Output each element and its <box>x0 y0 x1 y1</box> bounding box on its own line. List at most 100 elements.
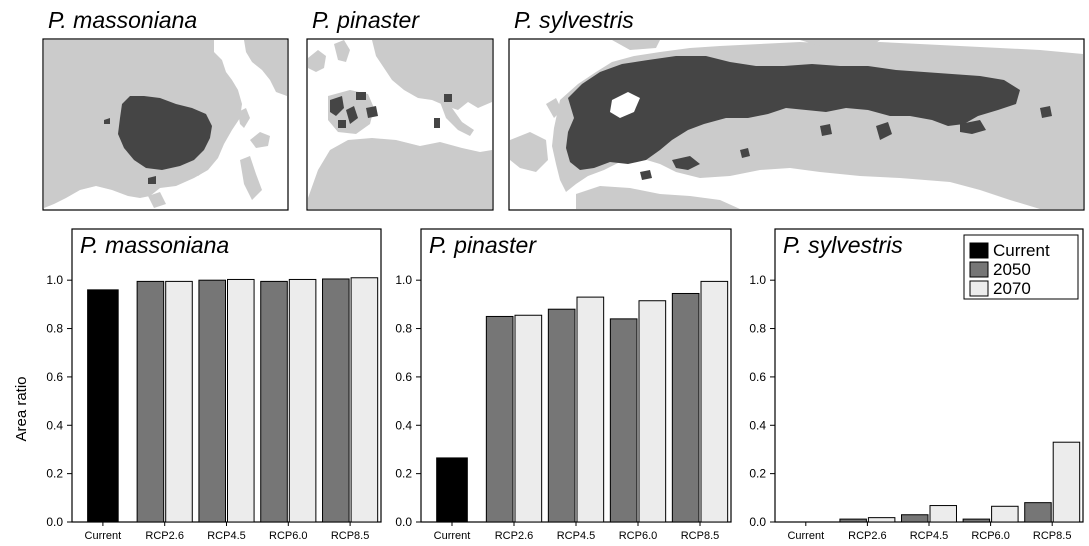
legend-swatch <box>969 280 989 297</box>
y-tick-label: 0.2 <box>46 467 63 481</box>
bar-2070 <box>576 296 605 523</box>
bar-2050 <box>609 318 638 523</box>
y-tick-label: 0.6 <box>749 370 766 384</box>
land-mass <box>440 102 474 136</box>
y-tick-label: 0.0 <box>749 515 766 529</box>
land-mass <box>148 192 166 208</box>
y-tick-label: 0.0 <box>395 515 412 529</box>
bar-2070 <box>638 300 667 523</box>
y-tick-label: 1.0 <box>46 273 63 287</box>
x-tick-label: RCP2.6 <box>145 530 184 542</box>
bar-2050 <box>260 280 288 523</box>
bar-2050 <box>322 278 350 523</box>
y-tick-label: 0.6 <box>395 370 412 384</box>
y-tick-label: 0.2 <box>749 467 766 481</box>
bar-2070 <box>700 280 729 523</box>
bar-2070 <box>227 278 255 523</box>
y-tick-label: 0.4 <box>749 418 766 432</box>
chart-panel: P. pinaster 0.0 0.2 0.4 0.6 0.8 1.0 Current RCP2… <box>395 228 732 542</box>
species-range <box>1040 106 1052 118</box>
species-range <box>338 120 346 128</box>
bar-2070 <box>165 280 193 523</box>
species-range <box>640 170 652 180</box>
land-mass <box>612 40 660 50</box>
lake-gap <box>610 92 640 118</box>
land-mass <box>576 186 740 209</box>
species-range <box>566 56 1020 170</box>
chart-panel: P. massoniana 0.0 0.2 0.4 0.6 0.8 1.0 Area rati… <box>13 228 382 542</box>
land-mass <box>308 50 326 72</box>
bar-2070 <box>929 505 957 523</box>
x-tick-label: RCP8.5 <box>331 530 370 542</box>
x-tick-label: RCP2.6 <box>848 530 887 542</box>
x-tick-label: RCP8.5 <box>681 530 720 542</box>
y-tick-label: 0.8 <box>395 322 412 336</box>
bar-2070 <box>1052 441 1081 523</box>
bar-2050 <box>962 518 991 523</box>
map-sylvestris <box>508 38 1085 211</box>
x-tick-label: Current <box>85 530 122 542</box>
species-range <box>444 94 452 102</box>
legend-label: Current <box>993 241 1050 260</box>
map-title-pinaster: P. pinaster <box>312 7 420 33</box>
y-tick-label: 0.2 <box>395 467 412 481</box>
legend-swatch <box>969 261 989 278</box>
bar-2050 <box>1024 502 1052 523</box>
species-range <box>148 176 156 184</box>
x-tick-label: RCP2.6 <box>495 530 534 542</box>
bar-2050 <box>485 315 514 523</box>
land-mass <box>334 40 350 62</box>
bar-2070 <box>867 517 896 523</box>
species-range <box>960 120 986 134</box>
y-tick-label: 1.0 <box>395 273 412 287</box>
species-range <box>820 124 832 136</box>
y-tick-label: 1.0 <box>749 273 766 287</box>
land-mass <box>244 40 287 96</box>
chart-panel: P. sylvestris 0.0 0.2 0.4 0.6 0.8 1.0 Current RC… <box>749 228 1084 542</box>
bar-2070 <box>514 314 543 523</box>
species-range <box>356 92 366 100</box>
chart-title: P. sylvestris <box>783 232 903 258</box>
land-mass <box>546 98 562 118</box>
x-tick-label: RCP4.5 <box>910 530 949 542</box>
y-tick-label: 0.4 <box>46 418 63 432</box>
species-range <box>672 156 700 170</box>
bar-2050 <box>671 292 700 523</box>
bar-2050 <box>547 308 576 523</box>
x-tick-label: RCP6.0 <box>971 530 1010 542</box>
y-tick-label: 0.8 <box>749 322 766 336</box>
bar-2050 <box>198 279 226 523</box>
chart-title: P. pinaster <box>429 232 537 258</box>
species-range <box>740 148 750 158</box>
map-title-sylvestris: P. sylvestris <box>514 7 634 33</box>
x-tick-label: Current <box>434 530 471 542</box>
x-tick-label: RCP4.5 <box>207 530 246 542</box>
x-tick-label: RCP6.0 <box>619 530 658 542</box>
y-axis-label: Area ratio <box>13 376 30 441</box>
bar-2070 <box>350 277 379 523</box>
land-mass <box>308 138 492 209</box>
land-mass <box>510 132 548 172</box>
species-range <box>104 118 110 124</box>
legend-swatch <box>969 242 989 259</box>
x-tick-label: RCP4.5 <box>557 530 596 542</box>
bar-current <box>87 289 119 523</box>
x-tick-label: RCP8.5 <box>1033 530 1072 542</box>
bar-2070 <box>288 278 317 523</box>
bar-charts: P. massoniana 0.0 0.2 0.4 0.6 0.8 1.0 Area rati… <box>13 228 1084 542</box>
land-mass <box>240 156 262 200</box>
bar-current <box>436 457 468 523</box>
land-mass <box>800 40 880 46</box>
bar-2050 <box>901 514 929 523</box>
y-tick-label: 0.8 <box>46 322 63 336</box>
bar-2050 <box>839 518 867 523</box>
species-range <box>330 96 344 116</box>
y-tick-label: 0.0 <box>46 515 63 529</box>
legend-label: 2070 <box>993 279 1031 298</box>
species-range <box>876 122 892 140</box>
map-massoniana <box>42 38 289 211</box>
y-tick-label: 0.6 <box>46 370 63 384</box>
bar-2070 <box>991 505 1019 523</box>
